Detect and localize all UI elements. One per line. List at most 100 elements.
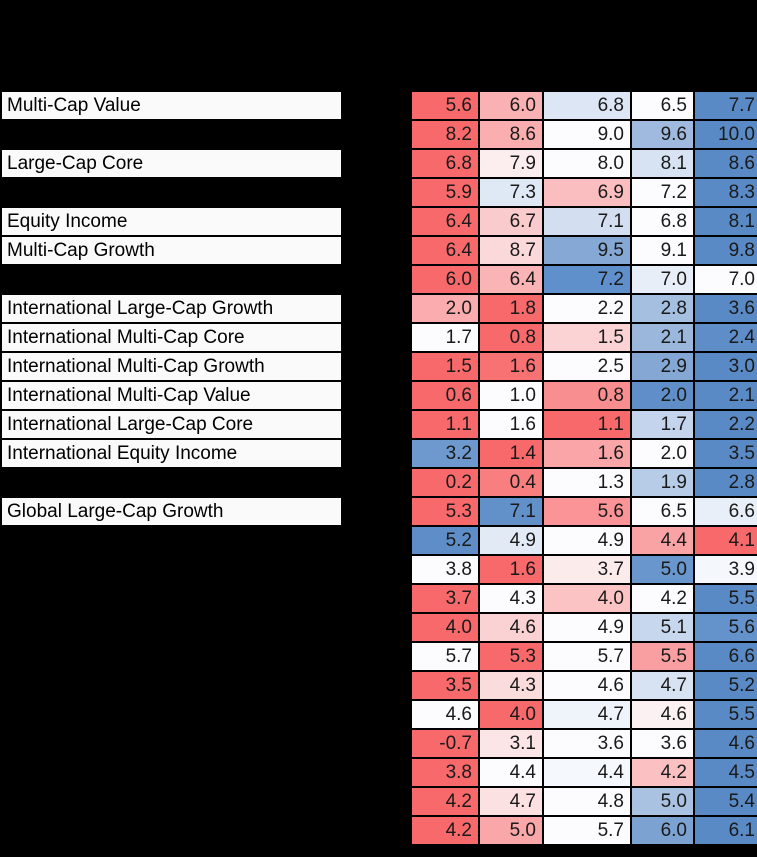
label-data-gap bbox=[341, 469, 412, 496]
row-label-hidden bbox=[2, 730, 341, 757]
value-cell: 4.1 bbox=[695, 527, 757, 554]
value-cell: 6.0 bbox=[412, 266, 478, 293]
value-cell: 2.8 bbox=[632, 295, 693, 322]
value-cell: 1.1 bbox=[412, 411, 478, 438]
label-data-gap bbox=[341, 643, 412, 670]
row-label: International Equity Income bbox=[2, 440, 341, 467]
value-cell: 7.0 bbox=[695, 266, 757, 293]
value-cell: 5.3 bbox=[412, 498, 478, 525]
row-label-hidden bbox=[2, 585, 341, 612]
value-cell: 8.6 bbox=[480, 121, 542, 148]
value-cell: 6.4 bbox=[412, 208, 478, 235]
label-data-gap bbox=[341, 701, 412, 728]
value-cell: 9.8 bbox=[695, 237, 757, 264]
value-cell: 9.5 bbox=[544, 237, 630, 264]
value-cell: 8.1 bbox=[632, 150, 693, 177]
value-cell: 1.4 bbox=[480, 440, 542, 467]
label-data-gap bbox=[341, 353, 412, 380]
value-cell: 6.5 bbox=[632, 498, 693, 525]
table-row: 3.8 1.6 3.7 5.0 3.9 bbox=[2, 556, 757, 583]
value-cell: 2.0 bbox=[412, 295, 478, 322]
value-cell: 4.8 bbox=[544, 788, 630, 815]
value-cell: 0.8 bbox=[544, 382, 630, 409]
label-data-gap bbox=[341, 556, 412, 583]
value-cell: 5.0 bbox=[632, 788, 693, 815]
value-cell: -0.7 bbox=[412, 730, 478, 757]
table-row: International Multi-Cap Value 0.6 1.0 0.8 2.… bbox=[2, 382, 757, 409]
label-data-gap bbox=[341, 440, 412, 467]
value-cell: 6.4 bbox=[480, 266, 542, 293]
value-cell: 5.5 bbox=[695, 701, 757, 728]
table-row: -0.7 3.1 3.6 3.6 4.6 bbox=[2, 730, 757, 757]
value-cell: 4.9 bbox=[480, 527, 542, 554]
table-row: Equity Income 6.4 6.7 7.1 6.8 8.1 bbox=[2, 208, 757, 235]
value-cell: 1.1 bbox=[544, 411, 630, 438]
row-label-hidden bbox=[2, 556, 341, 583]
value-cell: 7.9 bbox=[480, 150, 542, 177]
row-label-hidden bbox=[2, 643, 341, 670]
value-cell: 2.2 bbox=[695, 411, 757, 438]
value-cell: 1.9 bbox=[632, 469, 693, 496]
value-cell: 7.1 bbox=[480, 498, 542, 525]
value-cell: 7.0 bbox=[632, 266, 693, 293]
row-label: International Large-Cap Growth bbox=[2, 295, 341, 322]
value-cell: 4.0 bbox=[412, 614, 478, 641]
label-data-gap bbox=[341, 382, 412, 409]
value-cell: 2.2 bbox=[544, 295, 630, 322]
row-label-hidden bbox=[2, 817, 341, 844]
value-cell: 4.2 bbox=[632, 759, 693, 786]
table-row: 3.5 4.3 4.6 4.7 5.2 bbox=[2, 672, 757, 699]
value-cell: 6.0 bbox=[632, 817, 693, 844]
table-row: 4.2 5.0 5.7 6.0 6.1 bbox=[2, 817, 757, 844]
label-data-gap bbox=[341, 295, 412, 322]
value-cell: 1.7 bbox=[632, 411, 693, 438]
label-data-gap bbox=[341, 730, 412, 757]
value-cell: 7.3 bbox=[480, 179, 542, 206]
value-cell: 5.2 bbox=[412, 527, 478, 554]
label-data-gap bbox=[341, 672, 412, 699]
label-data-gap bbox=[341, 614, 412, 641]
value-cell: 3.1 bbox=[480, 730, 542, 757]
value-cell: 0.4 bbox=[480, 469, 542, 496]
row-label-hidden bbox=[2, 179, 341, 206]
label-data-gap bbox=[341, 759, 412, 786]
row-label: Multi-Cap Value bbox=[2, 92, 341, 119]
value-cell: 3.8 bbox=[412, 759, 478, 786]
value-cell: 2.8 bbox=[695, 469, 757, 496]
value-cell: 6.4 bbox=[412, 237, 478, 264]
row-label: Multi-Cap Growth bbox=[2, 237, 341, 264]
value-cell: 6.6 bbox=[695, 643, 757, 670]
table-row: Multi-Cap Value 5.6 6.0 6.8 6.5 7.7 bbox=[2, 92, 757, 119]
label-data-gap bbox=[341, 121, 412, 148]
value-cell: 1.8 bbox=[480, 295, 542, 322]
label-data-gap bbox=[341, 817, 412, 844]
value-cell: 3.7 bbox=[412, 585, 478, 612]
heatmap-table: Multi-Cap Value 5.6 6.0 6.8 6.5 7.7 8.2 8.6 9.0 9… bbox=[0, 92, 757, 846]
value-cell: 5.7 bbox=[544, 643, 630, 670]
value-cell: 5.5 bbox=[695, 585, 757, 612]
value-cell: 9.1 bbox=[632, 237, 693, 264]
value-cell: 1.0 bbox=[480, 382, 542, 409]
row-label: International Multi-Cap Value bbox=[2, 382, 341, 409]
value-cell: 4.0 bbox=[544, 585, 630, 612]
value-cell: 6.1 bbox=[695, 817, 757, 844]
label-data-gap bbox=[341, 527, 412, 554]
value-cell: 6.8 bbox=[544, 92, 630, 119]
value-cell: 4.4 bbox=[544, 759, 630, 786]
label-data-gap bbox=[341, 411, 412, 438]
row-label-hidden bbox=[2, 121, 341, 148]
value-cell: 6.9 bbox=[544, 179, 630, 206]
row-label-hidden bbox=[2, 614, 341, 641]
value-cell: 10.0 bbox=[695, 121, 757, 148]
value-cell: 4.0 bbox=[480, 701, 542, 728]
value-cell: 5.6 bbox=[544, 498, 630, 525]
row-label-hidden bbox=[2, 701, 341, 728]
value-cell: 3.9 bbox=[695, 556, 757, 583]
value-cell: 0.8 bbox=[480, 324, 542, 351]
value-cell: 4.2 bbox=[412, 788, 478, 815]
value-cell: 2.1 bbox=[695, 382, 757, 409]
table-row: 5.2 4.9 4.9 4.4 4.1 bbox=[2, 527, 757, 554]
table-row: Large-Cap Core 6.8 7.9 8.0 8.1 8.6 bbox=[2, 150, 757, 177]
row-label-hidden bbox=[2, 527, 341, 554]
value-cell: 1.5 bbox=[544, 324, 630, 351]
